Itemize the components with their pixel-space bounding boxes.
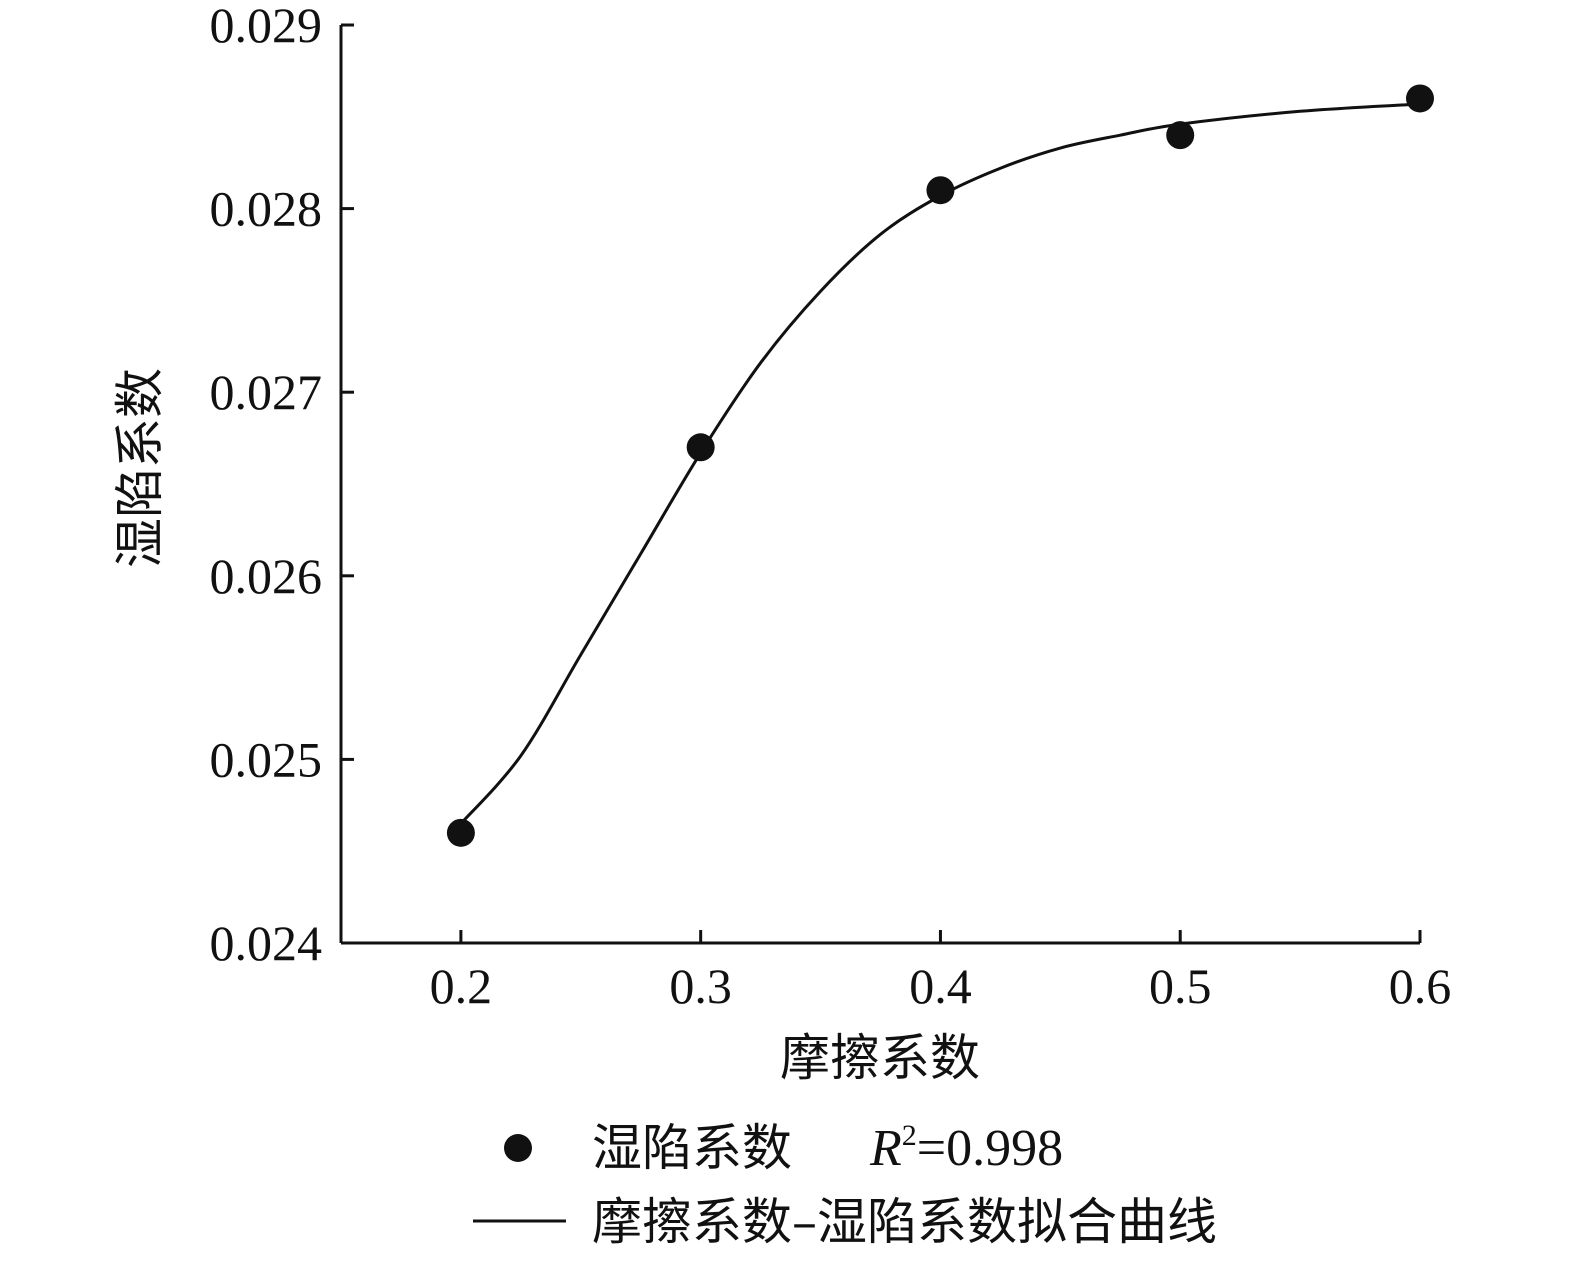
- legend-r2: R2=0.998: [869, 1119, 1063, 1177]
- data-point: [1406, 84, 1434, 113]
- x-tick-label: 0.2: [430, 958, 493, 1014]
- legend-r2-value: =0.998: [917, 1120, 1063, 1177]
- y-tick-label: 0.025: [210, 731, 323, 787]
- y-ticks: 0.024 0.025 0.026 0.027 0.028 0.029: [210, 0, 354, 971]
- data-point: [686, 433, 715, 462]
- y-tick-label: 0.026: [210, 548, 323, 604]
- y-tick-label: 0.024: [210, 915, 323, 971]
- data-point: [1166, 121, 1195, 150]
- x-tick-label: 0.5: [1149, 958, 1212, 1014]
- legend: 湿陷系数 R2=0.998 摩擦系数–湿陷系数拟合曲线: [473, 1119, 1217, 1251]
- y-tick-label: 0.027: [210, 364, 323, 420]
- x-tick-label: 0.6: [1389, 958, 1452, 1014]
- x-tick-label: 0.4: [909, 958, 972, 1014]
- fit-curve: [459, 102, 1421, 825]
- data-point: [926, 176, 955, 205]
- y-axis-title: 湿陷系数: [111, 368, 169, 568]
- legend-scatter-label: 湿陷系数: [592, 1119, 792, 1177]
- legend-r2-exponent: 2: [902, 1119, 917, 1152]
- x-tick-label: 0.3: [669, 958, 732, 1014]
- y-tick-label: 0.028: [210, 181, 323, 237]
- legend-marker-icon: [504, 1134, 532, 1162]
- legend-r2-symbol: R: [869, 1120, 902, 1177]
- data-points: [446, 84, 1434, 847]
- plot-area: 0.024 0.025 0.026 0.027 0.028 0.029 0.2 0.3 0.4…: [210, 0, 1452, 1014]
- legend-line-label: 摩擦系数–湿陷系数拟合曲线: [592, 1193, 1217, 1251]
- data-point: [446, 818, 475, 847]
- x-axis-title: 摩擦系数: [780, 1029, 980, 1087]
- y-tick-label: 0.029: [210, 0, 323, 53]
- x-ticks: 0.2 0.3 0.4 0.5 0.6: [430, 930, 1452, 1014]
